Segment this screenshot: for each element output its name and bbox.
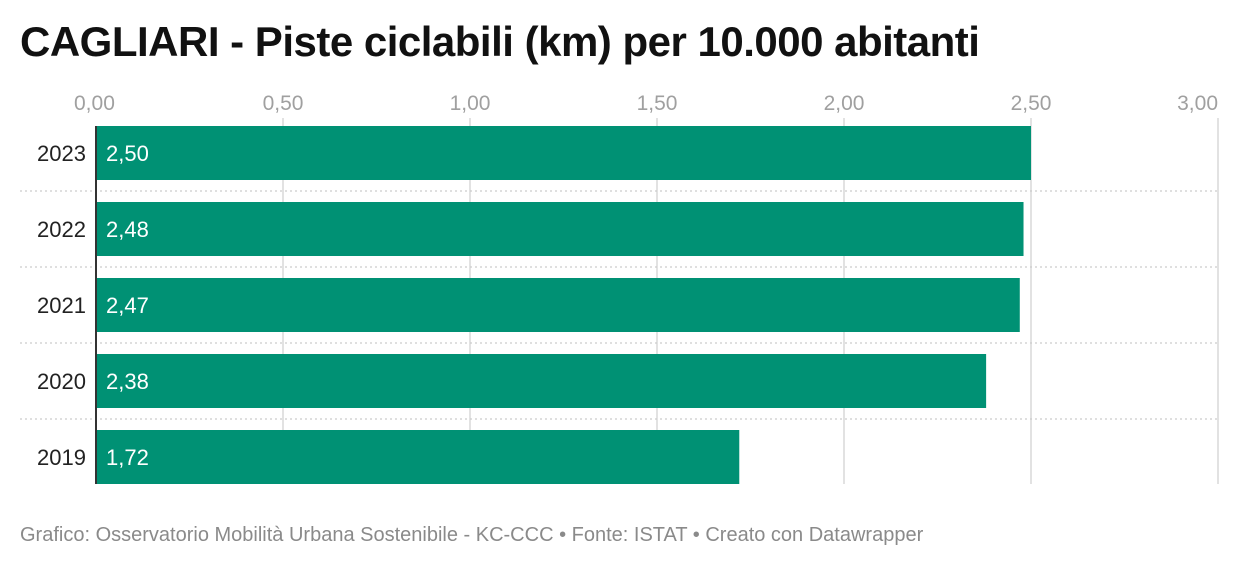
- category-label: 2021: [37, 293, 86, 318]
- category-label: 2022: [37, 217, 86, 242]
- bars: 2,50 2,48 2,47 2,38 1,72: [96, 126, 1031, 484]
- bar-value-label: 2,47: [106, 293, 149, 318]
- chart-title: CAGLIARI - Piste ciclabili (km) per 10.0…: [20, 18, 980, 65]
- x-axis-ticks: 0,00 0,50 1,00 1,50 2,00 2,50 3,00: [74, 92, 1218, 115]
- bar-2020: [96, 354, 987, 408]
- bar-value-label: 2,50: [106, 141, 149, 166]
- y-axis-categories: 2023 2022 2021 2020 2019: [37, 141, 86, 470]
- x-tick-label: 0,00: [74, 92, 115, 115]
- x-tick-label: 0,50: [263, 92, 304, 115]
- x-tick-label: 2,50: [1011, 92, 1052, 115]
- footer-credits: Grafico: Osservatorio Mobilità Urbana So…: [20, 524, 924, 546]
- x-tick-label: 2,00: [824, 92, 865, 115]
- bar-value-label: 2,38: [106, 369, 149, 394]
- bar-2019: [96, 430, 740, 484]
- category-label: 2020: [37, 369, 86, 394]
- x-tick-label: 1,00: [450, 92, 491, 115]
- bar-2021: [96, 278, 1020, 332]
- bar-value-label: 2,48: [106, 217, 149, 242]
- bar-chart: 0,00 0,50 1,00 1,50 2,00 2,50 3,00 2,50 2,48 2,4…: [20, 92, 1219, 484]
- bar-value-label: 1,72: [106, 445, 149, 470]
- bar-2023: [96, 126, 1031, 180]
- category-label: 2023: [37, 141, 86, 166]
- category-label: 2019: [37, 445, 86, 470]
- bar-2022: [96, 202, 1024, 256]
- x-tick-label: 1,50: [637, 92, 678, 115]
- x-tick-label: 3,00: [1177, 92, 1218, 115]
